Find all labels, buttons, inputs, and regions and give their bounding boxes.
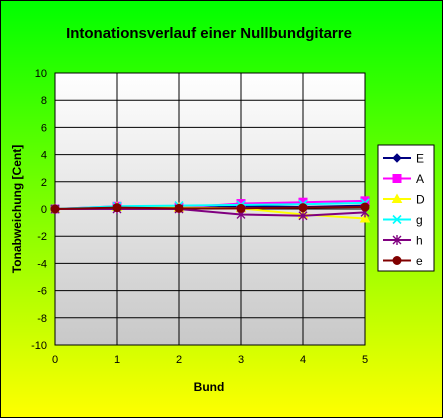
y-tick-label: -6: [37, 286, 47, 298]
x-axis-label: Bund: [194, 380, 225, 394]
legend-marker: [392, 235, 402, 245]
y-tick-label: 6: [41, 122, 47, 134]
y-tick-label: 4: [41, 150, 47, 162]
y-tick-label: 8: [41, 95, 47, 107]
data-point-e: [174, 203, 184, 213]
series-e: [50, 202, 370, 214]
legend-item-D: D: [383, 193, 425, 207]
series-layer: [49, 196, 371, 223]
x-tick-label: 3: [238, 354, 244, 366]
legend-label: h: [416, 234, 423, 248]
x-tick-label: 1: [114, 354, 120, 366]
legend-item-A: A: [383, 172, 424, 186]
data-point-e: [236, 203, 246, 213]
legend-label: e: [416, 254, 423, 268]
x-tick-label: 5: [362, 354, 368, 366]
data-point-e: [112, 203, 122, 213]
legend-label: g: [416, 213, 423, 227]
series-line-e: [54, 205, 366, 210]
legend-item-g: g: [383, 213, 423, 227]
data-point-e: [360, 202, 370, 212]
x-tick-label: 2: [176, 354, 182, 366]
y-tick-label: -10: [31, 340, 47, 352]
legend-marker: [392, 256, 402, 265]
legend-box: [377, 144, 435, 272]
series-line-g: [54, 201, 366, 210]
data-point-e: [50, 204, 60, 214]
legend-item-e: e: [383, 254, 423, 268]
legend-marker: [391, 193, 403, 203]
y-tick-label: -8: [37, 313, 47, 325]
y-tick-label: -2: [37, 231, 47, 243]
x-tick-label: 0: [52, 354, 58, 366]
legend-label: A: [416, 172, 424, 186]
legend-item-E: E: [383, 152, 424, 166]
y-tick-label: 0: [41, 204, 47, 216]
legend-marker: [392, 214, 402, 225]
y-tick-label: -4: [37, 258, 47, 270]
y-tick-label: 2: [41, 177, 47, 189]
legend-marker: [392, 174, 402, 183]
tick-labels: 0 1 2 3 4 5 10 8 6 4 2 0 -2 -4 -6 -8 -10: [31, 68, 368, 366]
legend-label: D: [416, 193, 425, 207]
legend-marker: [392, 153, 402, 163]
data-point-D: [359, 213, 371, 223]
legend-item-h: h: [383, 234, 423, 248]
x-tick-label: 4: [300, 354, 306, 366]
chart-title: Intonationsverlauf einer Nullbundgitarre: [66, 25, 352, 42]
y-tick-label: 10: [35, 68, 47, 80]
series-line-h: [55, 208, 366, 217]
legend-label: E: [416, 152, 424, 166]
y-axis-label: Tonabweichung [Cent]: [10, 145, 24, 273]
data-point-e: [298, 203, 308, 213]
data-point-h: [298, 210, 308, 221]
